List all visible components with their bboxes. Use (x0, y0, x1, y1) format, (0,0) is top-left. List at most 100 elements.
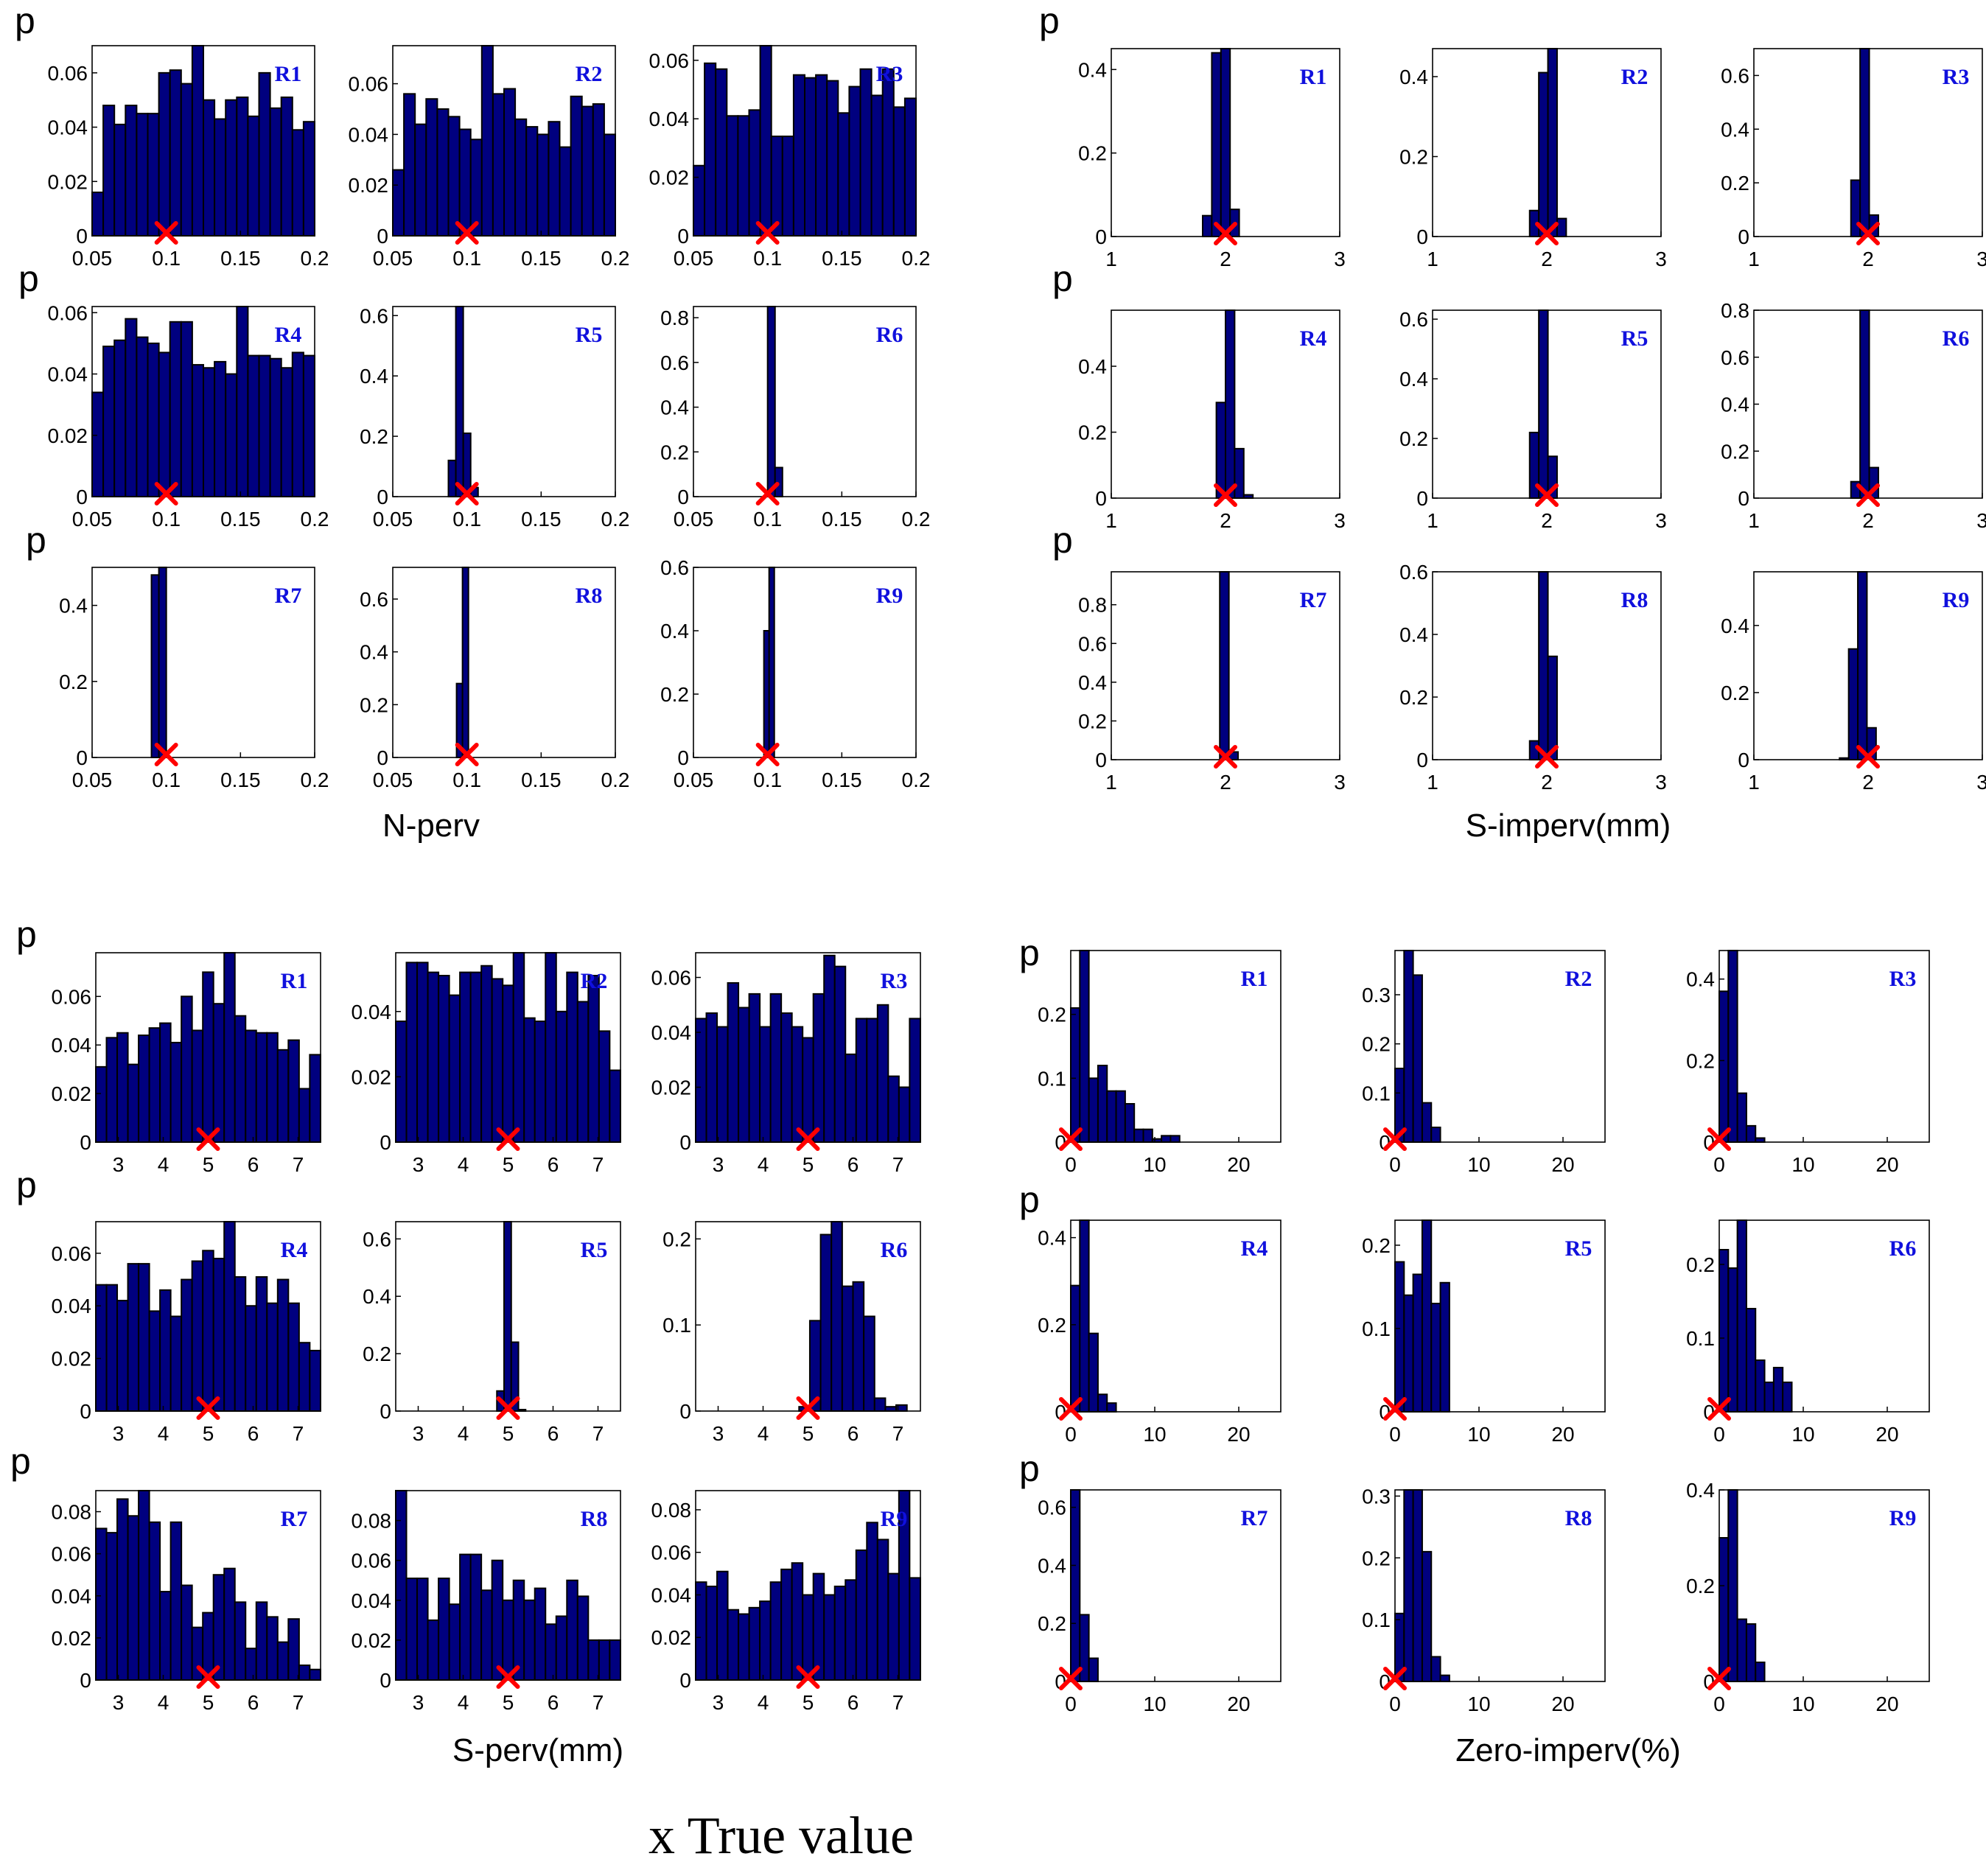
histogram-bar (269, 107, 282, 237)
x-tick-label: 0.05 (373, 769, 413, 791)
x-tick-label: 5 (503, 1691, 514, 1714)
true-value-marker (755, 482, 780, 505)
histogram-bar (1234, 447, 1245, 499)
histogram-bar (180, 83, 193, 237)
histogram-bar (536, 133, 550, 237)
x-tick-label: 6 (548, 1422, 559, 1445)
panel-R5: 0 0.2 0.4 0.6 1 2 3 R5 (1399, 308, 1667, 532)
x-tick-label: 6 (548, 1691, 559, 1714)
x-tick-label: 0.2 (902, 508, 931, 531)
true-value-marker-stroke (455, 743, 479, 766)
histogram-bar (212, 1574, 225, 1681)
histogram-bar (759, 45, 772, 237)
x-tick-label: 3 (713, 1153, 724, 1176)
histogram-bar (525, 126, 539, 237)
histogram-bar (503, 88, 517, 237)
x-tick-label: 0.05 (373, 247, 413, 270)
histogram-bar (1421, 1102, 1433, 1143)
y-tick-label: 0.04 (352, 1001, 392, 1023)
y-tick-label: 0 (380, 1131, 391, 1154)
y-tick-label: 0.4 (1399, 368, 1428, 391)
histogram-bar (514, 118, 528, 237)
histogram-bar (255, 1601, 268, 1681)
histogram-bar (704, 62, 717, 237)
x-tick-label: 4 (158, 1422, 169, 1445)
x-tick-label: 1 (1105, 509, 1117, 532)
histogram-bar (191, 1260, 204, 1412)
y-tick-label: 0.02 (352, 1065, 392, 1088)
histogram-bar (523, 1017, 536, 1144)
histogram-bar (759, 1026, 772, 1143)
histogram-bar (598, 1639, 611, 1681)
histogram-bar (1439, 1674, 1450, 1682)
x-tick-label: 0.15 (521, 247, 562, 270)
histogram-bar (727, 1609, 740, 1681)
true-value-marker (154, 221, 178, 245)
histogram-bar (748, 993, 761, 1143)
histogram-bar (1088, 1077, 1099, 1144)
histogram-bar (1547, 48, 1558, 237)
true-value-marker-stroke (796, 1665, 820, 1689)
y-tick-label: 0.2 (1686, 1575, 1715, 1597)
histogram-bar (548, 121, 561, 237)
histogram-bar (125, 105, 138, 237)
true-value-marker-stroke (1214, 483, 1237, 507)
histogram-bar (769, 1581, 783, 1681)
histogram-bar (91, 391, 105, 497)
histogram-bar (909, 1018, 921, 1144)
region-label: R1 (1300, 65, 1327, 89)
histogram-bar (102, 346, 116, 497)
true-value-marker-stroke (1535, 222, 1559, 245)
true-value-legend: x True value (648, 1805, 914, 1866)
histogram-bar (884, 1406, 898, 1412)
true-value-marker (755, 743, 780, 766)
y-tick-label: 0 (677, 225, 689, 248)
histogram-bar (903, 97, 917, 237)
true-value-marker-stroke (1856, 222, 1880, 245)
histogram-bar (1403, 1294, 1414, 1413)
histogram-bar (1215, 402, 1226, 500)
panel-R8: 0 0.2 0.4 0.6 0.05 0.1 0.15 0.2 R8 (360, 567, 629, 791)
x-tick-label: 5 (203, 1691, 214, 1714)
histogram-bar (438, 975, 450, 1143)
y-tick-label: 0.02 (651, 1077, 692, 1099)
y-tick-label: 0.2 (660, 683, 689, 706)
true-value-marker-stroke (1856, 483, 1880, 507)
histogram-bar (873, 1397, 887, 1413)
y-tick-label: 0 (377, 225, 388, 248)
y-tick-label: 0.6 (363, 1228, 391, 1250)
histogram-bar (266, 1032, 279, 1143)
histogram-bar (447, 459, 457, 497)
histogram-bar (245, 1305, 257, 1412)
x-tick-label: 0.1 (152, 769, 181, 791)
x-tick-label: 1 (1105, 248, 1117, 270)
y-tick-label: 0.06 (651, 967, 692, 990)
histogram-bar (469, 1553, 483, 1681)
y-tick-label: 0.6 (1399, 308, 1428, 331)
histogram-bar (1220, 48, 1231, 237)
region-label: R3 (1889, 967, 1917, 991)
region-label: R6 (881, 1238, 908, 1262)
true-value-marker (796, 1127, 820, 1151)
histogram-bar (738, 1613, 750, 1681)
y-tick-label: 0.4 (1078, 671, 1107, 694)
y-tick-label: 0 (1738, 487, 1749, 510)
histogram-bar (566, 1579, 578, 1681)
true-value-marker (455, 482, 479, 505)
true-value-marker (496, 1396, 520, 1420)
y-tick-label: 0 (380, 1400, 391, 1423)
histogram-bar (255, 1032, 268, 1143)
histogram-bar (534, 1587, 547, 1681)
histogram-bar (181, 1278, 193, 1413)
region-label: R9 (1889, 1506, 1917, 1530)
panel-R8: 0 0.02 0.04 0.06 0.08 3 4 5 6 7 R8 (352, 1490, 621, 1714)
histogram-bar (223, 1221, 236, 1412)
x-tick-label: 20 (1227, 1153, 1250, 1176)
true-value-marker-stroke (1535, 745, 1559, 769)
histogram-bar (116, 1300, 129, 1413)
histogram-bar (105, 1037, 119, 1144)
y-tick-label: 0 (1095, 487, 1107, 510)
histogram-bar (225, 373, 238, 498)
